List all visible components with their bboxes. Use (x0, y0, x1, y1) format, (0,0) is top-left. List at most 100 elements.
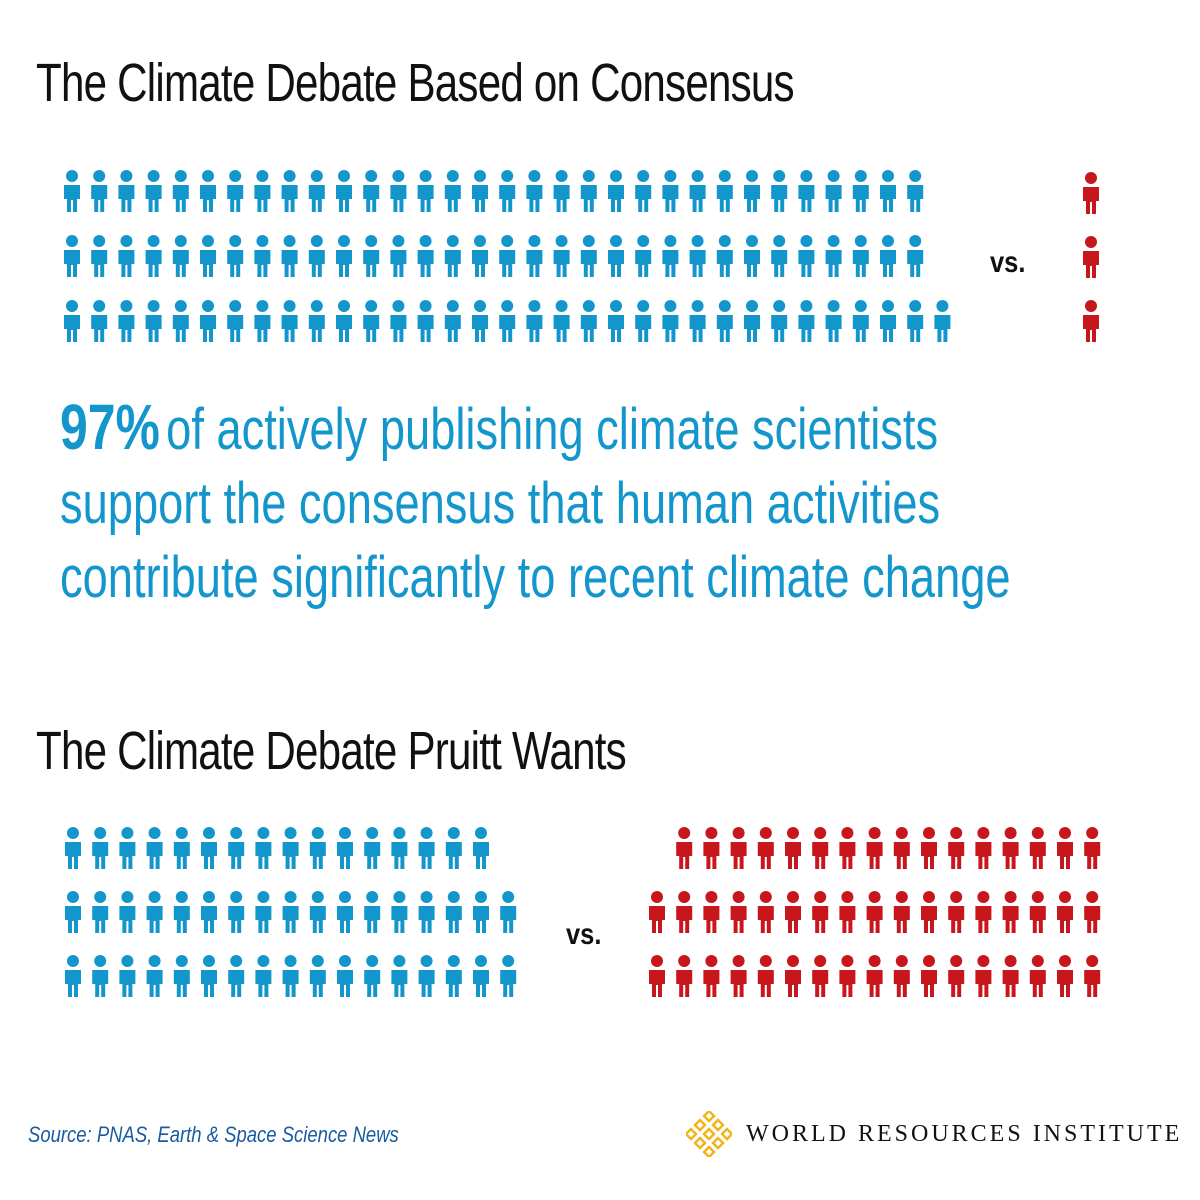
agree-person-icon (472, 235, 488, 277)
agree-person-icon (227, 235, 244, 277)
dissent-person-icon (1057, 891, 1073, 933)
dissent-person-icon (1002, 955, 1019, 997)
agree-person-icon (744, 170, 760, 212)
dissent-person-icon (975, 827, 992, 869)
dissent-person-icon (866, 955, 883, 997)
agree-person-icon (662, 300, 679, 342)
dissent-person-icon (975, 955, 992, 997)
agree-person-icon (852, 300, 869, 342)
dissent-person-icon (730, 827, 747, 869)
agree-person-icon (445, 955, 462, 997)
agree-person-icon (255, 891, 272, 933)
agree-person-icon (580, 300, 597, 342)
agree-person-icon (173, 955, 190, 997)
agree-person-icon (771, 300, 788, 342)
agree-person-icon (825, 300, 842, 342)
dissent-person-icon (1029, 891, 1046, 933)
agree-person-icon (364, 891, 381, 933)
agree-person-icon (336, 235, 352, 277)
dissent-person-icon (785, 827, 801, 869)
dissent-person-icon (703, 955, 720, 997)
dissent-person-icon (676, 891, 693, 933)
agree-person-icon (200, 170, 216, 212)
agree-person-icon (798, 235, 815, 277)
agree-person-icon (716, 170, 733, 212)
agree-person-icon (907, 170, 924, 212)
dissent-person-icon (893, 955, 910, 997)
dissent-person-icon (1084, 827, 1101, 869)
dissent-person-icon (703, 891, 720, 933)
dissent-person-icon (676, 955, 693, 997)
agree-person-icon (118, 300, 135, 342)
dissent-person-icon (866, 827, 883, 869)
agree-person-icon (473, 891, 489, 933)
agree-person-icon (92, 891, 109, 933)
agree-person-icon (281, 300, 298, 342)
agree-person-icon (363, 170, 380, 212)
agree-person-icon (852, 170, 869, 212)
agree-person-icon (391, 827, 408, 869)
agree-person-icon (472, 300, 488, 342)
agree-person-icon (64, 170, 80, 212)
agree-person-icon (282, 891, 299, 933)
agree-person-icon (907, 235, 924, 277)
dissent-person-icon (921, 827, 937, 869)
agree-person-icon (635, 300, 652, 342)
agree-person-icon (391, 955, 408, 997)
dissent-person-icon (812, 827, 829, 869)
dissent-person-icon (839, 827, 856, 869)
agree-person-icon (580, 170, 597, 212)
agree-person-icon (337, 827, 353, 869)
wri-brand: WORLD RESOURCES INSTITUTE (686, 1111, 1183, 1157)
agree-person-icon (337, 891, 353, 933)
consensus-percent: 97% (60, 391, 160, 463)
wri-org-name: WORLD RESOURCES INSTITUTE (746, 1120, 1183, 1147)
agree-person-icon (390, 170, 407, 212)
dissent-person-icon (1084, 955, 1101, 997)
dissent-person-icon (1057, 955, 1073, 997)
agree-person-icon (662, 170, 679, 212)
dissent-person-icon (703, 827, 720, 869)
agree-person-icon (201, 827, 217, 869)
agree-person-icon (744, 235, 760, 277)
dissent-person-icon (948, 891, 965, 933)
agree-person-icon (473, 955, 489, 997)
agree-person-icon (146, 891, 163, 933)
agree-person-icon (472, 170, 488, 212)
agree-person-icon (852, 235, 869, 277)
dissent-person-icon (921, 955, 937, 997)
agree-person-icon (281, 170, 298, 212)
dissent-person-icon (812, 891, 829, 933)
dissent-person-icon (785, 891, 801, 933)
agree-person-icon (907, 300, 924, 342)
dissent-person-icon (839, 955, 856, 997)
dissent-person-icon (757, 955, 774, 997)
agree-person-icon (65, 827, 81, 869)
agree-person-icon (526, 300, 543, 342)
agree-person-icon (172, 300, 189, 342)
agree-person-icon (201, 891, 217, 933)
agree-person-icon (282, 955, 299, 997)
dissent-person-icon (1029, 955, 1046, 997)
agree-person-icon (308, 300, 325, 342)
dissent-person-icon (948, 955, 965, 997)
dissent-person-icon (975, 891, 992, 933)
agree-person-icon (880, 300, 896, 342)
dissent-person-icon (730, 955, 747, 997)
agree-person-icon (255, 827, 272, 869)
agree-person-icon (119, 827, 136, 869)
agree-person-icon (880, 170, 896, 212)
agree-person-icon (444, 300, 461, 342)
agree-person-icon (145, 300, 162, 342)
agree-person-icon (254, 300, 271, 342)
agree-person-icon (364, 827, 381, 869)
agree-person-icon (308, 235, 325, 277)
agree-person-icon (200, 235, 216, 277)
dissent-person-icon (866, 891, 883, 933)
agree-person-icon (145, 170, 162, 212)
source-note: Source: PNAS, Earth & Space Science News (28, 1122, 399, 1147)
agree-person-icon (499, 170, 516, 212)
agree-person-icon (608, 235, 624, 277)
vs-label-2: vs. (566, 918, 602, 951)
dissent-person-icon (730, 891, 747, 933)
